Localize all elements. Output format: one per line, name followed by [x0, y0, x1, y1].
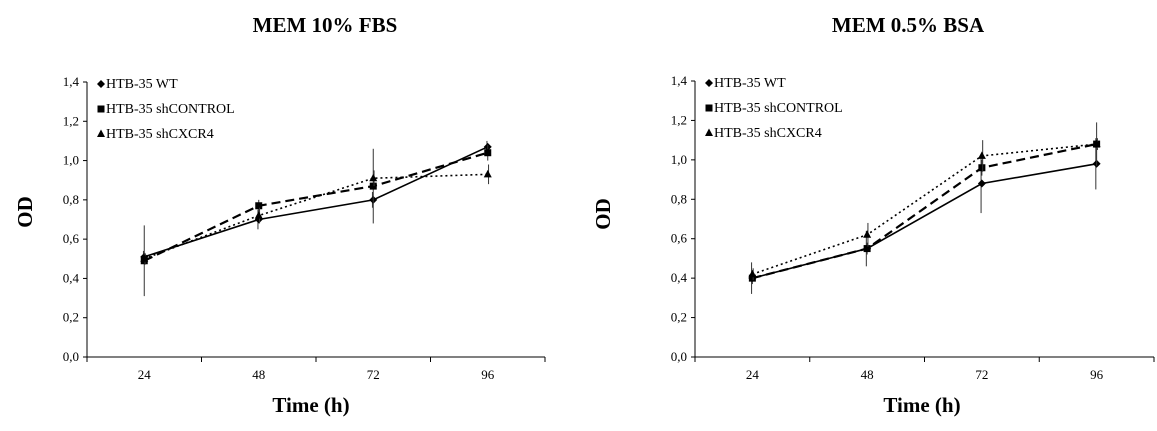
series-1: [748, 138, 1100, 294]
legend-label: HTB-35 shCONTROL: [714, 101, 843, 116]
y-tick-label: 0,4: [63, 270, 80, 285]
series-line: [144, 174, 488, 258]
data-point: [863, 230, 871, 238]
y-tick-label: 0,2: [63, 310, 79, 325]
x-tick-label: 72: [975, 367, 988, 382]
y-tick-label: 0,6: [63, 231, 80, 246]
series-1: [140, 141, 492, 263]
y-tick-label: 0,0: [63, 349, 79, 364]
y-axis-label: OD: [13, 196, 37, 228]
legend-label: HTB-35 shCXCR4: [106, 127, 214, 142]
y-tick-label: 1,4: [63, 74, 80, 89]
chart-bsa: MEM 0.5% BSA Time (h) OD 0,0 0,2 0,4 0,6 0,8…: [578, 0, 1157, 426]
data-point: [978, 151, 986, 159]
data-point: [978, 180, 986, 188]
y-tick-label: 0,4: [671, 270, 688, 285]
x-tick-label: 24: [138, 367, 152, 382]
series-line: [144, 153, 488, 261]
data-point: [748, 270, 756, 278]
legend-label: HTB-35 shCXCR4: [714, 126, 822, 141]
legend-entry: HTB-35 WT: [705, 76, 786, 91]
x-tick-label: 96: [1090, 367, 1104, 382]
chart-panel-fbs: MEM 10% FBS Time (h) OD 0,0 0,2 0,4 0,6 0,8 1…: [0, 0, 578, 426]
y-tick-label: 0,8: [63, 192, 79, 207]
chart-fbs: MEM 10% FBS Time (h) OD 0,0 0,2 0,4 0,6 0,8 1…: [0, 0, 578, 426]
data-point: [484, 149, 491, 156]
data-point: [864, 245, 871, 252]
x-tick-label: 48: [861, 367, 874, 382]
x-tick-label: 72: [367, 367, 380, 382]
plot-area: 0,0 0,2 0,4 0,6 0,8 1,0 1,2 1,4 24 48 72 96 HTB-35 W…: [671, 73, 1154, 382]
x-axis-label: Time (h): [272, 393, 349, 417]
legend-label: HTB-35 WT: [714, 76, 786, 91]
legend-marker: [97, 80, 105, 88]
legend-label: HTB-35 WT: [106, 77, 178, 92]
data-point: [484, 170, 492, 178]
data-point: [370, 183, 377, 190]
legend-entry: HTB-35 shCONTROL: [98, 102, 235, 117]
legend-entry: HTB-35 WT: [97, 77, 178, 92]
series-line: [752, 164, 1096, 278]
legend-marker: [705, 129, 713, 137]
plot-area: 0,0 0,2 0,4 0,6 0,8 1,0 1,2 1,4 24 48 72 96 HTB-35 W…: [63, 74, 545, 382]
series-2: [141, 145, 492, 296]
y-tick-label: 0,6: [671, 231, 688, 246]
y-axis-label: OD: [591, 198, 615, 230]
chart-title: MEM 0.5% BSA: [832, 13, 985, 37]
chart-title: MEM 10% FBS: [253, 13, 398, 37]
y-tick-label: 1,2: [63, 113, 79, 128]
series-line: [144, 147, 488, 257]
legend-entry: HTB-35 shCXCR4: [705, 126, 822, 141]
legend-marker: [97, 130, 105, 138]
chart-panel-bsa: MEM 0.5% BSA Time (h) OD 0,0 0,2 0,4 0,6 0,8…: [578, 0, 1157, 426]
legend-label: HTB-35 shCONTROL: [106, 102, 235, 117]
series-2: [749, 122, 1100, 284]
y-tick-label: 0,0: [671, 349, 687, 364]
legend-marker: [705, 79, 713, 87]
data-point: [255, 202, 262, 209]
series-3: [140, 165, 492, 265]
legend-marker: [706, 105, 713, 112]
y-tick-label: 1,4: [671, 73, 688, 88]
data-point: [978, 164, 985, 171]
y-tick-label: 1,0: [671, 152, 687, 167]
x-tick-label: 24: [746, 367, 760, 382]
legend-entry: HTB-35 shCXCR4: [97, 127, 214, 142]
legend-entry: HTB-35 shCONTROL: [706, 101, 843, 116]
series-line: [752, 144, 1096, 278]
y-tick-label: 0,2: [671, 310, 687, 325]
legend-marker: [98, 106, 105, 113]
x-tick-label: 48: [252, 367, 265, 382]
x-tick-label: 96: [481, 367, 495, 382]
y-tick-label: 1,0: [63, 153, 79, 168]
y-tick-label: 1,2: [671, 112, 687, 127]
x-axis-label: Time (h): [883, 393, 960, 417]
y-tick-label: 0,8: [671, 191, 687, 206]
